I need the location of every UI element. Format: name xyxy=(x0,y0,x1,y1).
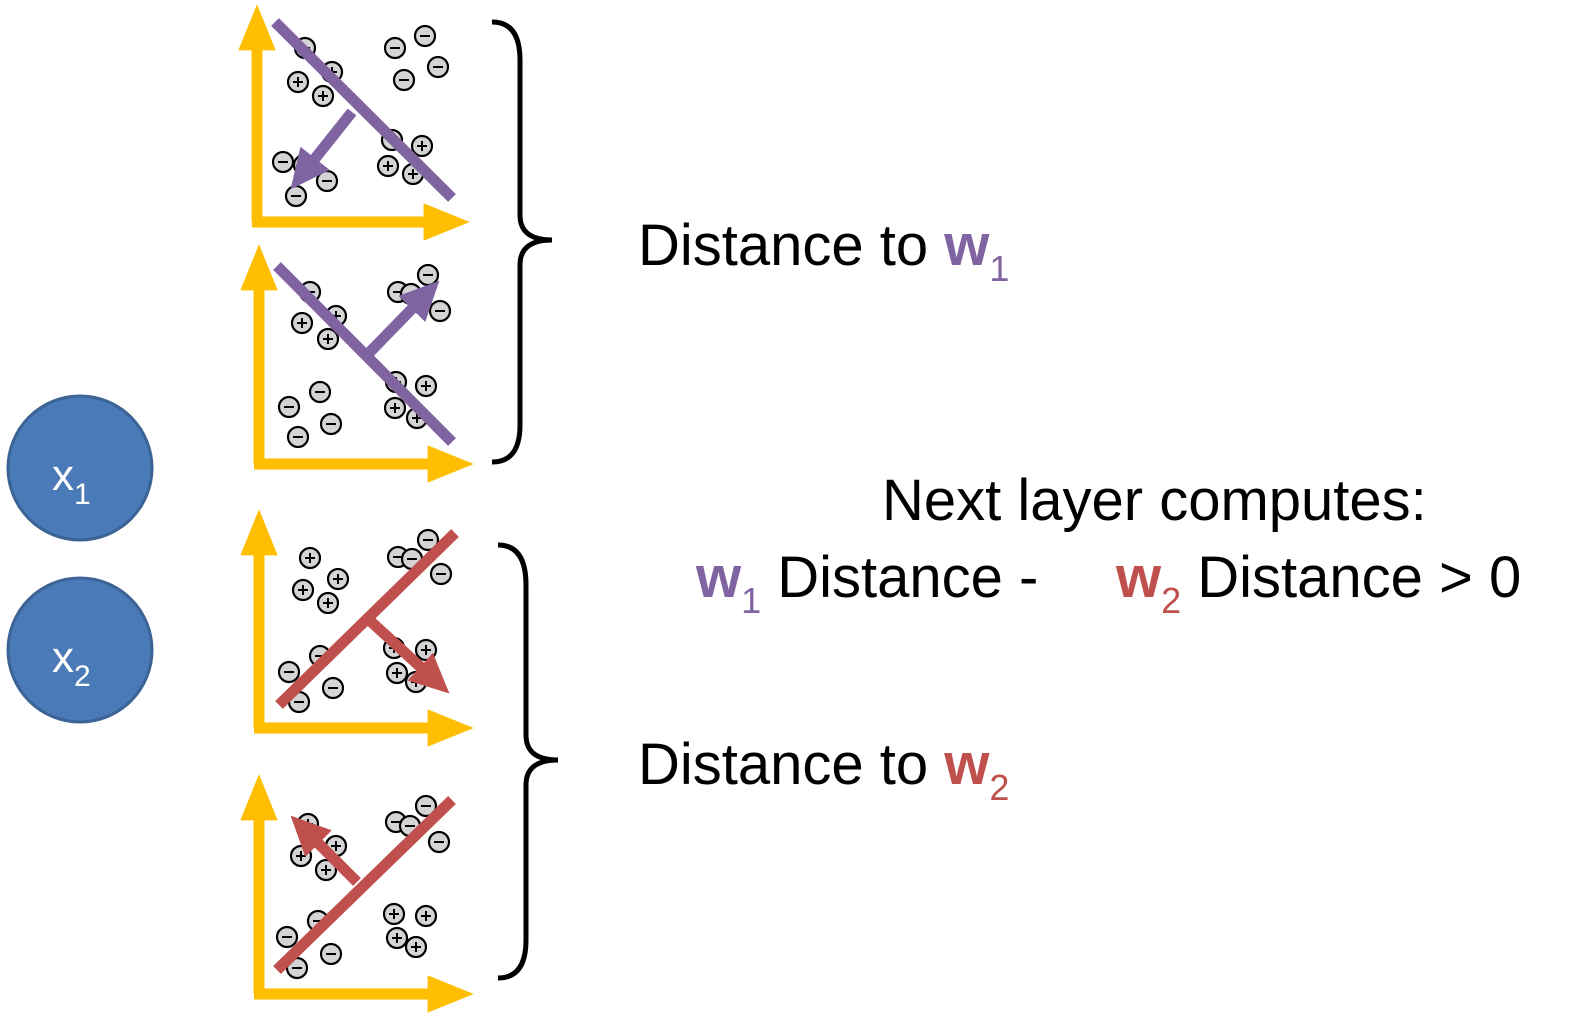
negative-point xyxy=(319,942,343,966)
positive-point xyxy=(316,591,340,615)
formula-end: Distance > 0 xyxy=(1181,545,1521,610)
distance-w1-text: Distance to xyxy=(638,213,944,278)
distance-w1-sub: 1 xyxy=(989,248,1009,289)
positive-point xyxy=(383,396,407,420)
positive-point xyxy=(298,546,322,570)
input-node-x2-sub: 2 xyxy=(74,660,91,693)
formula-w1-sub: 1 xyxy=(741,580,761,621)
plot-panel-1 xyxy=(238,4,470,241)
next-layer-heading: Next layer computes: xyxy=(882,468,1427,533)
negative-point xyxy=(416,263,440,287)
negative-point xyxy=(392,68,416,92)
positive-point xyxy=(385,661,409,685)
negative-point xyxy=(426,55,450,79)
input-node-x1-label: x1 xyxy=(52,451,91,511)
negative-point xyxy=(413,24,437,48)
input-node-x1: x1 xyxy=(6,394,154,542)
input-node-x1-sub: 1 xyxy=(74,478,91,511)
formula: w1 Distance - w2 Distance > 0 xyxy=(695,545,1521,621)
positive-point xyxy=(326,567,350,591)
decision-boundary-w1 xyxy=(271,18,456,202)
brace-w2 xyxy=(497,542,559,981)
plot-panel-3 xyxy=(240,509,474,747)
weight-vector-w1 xyxy=(363,280,440,359)
positive-point xyxy=(289,844,313,868)
negative-point xyxy=(275,925,299,949)
formula-mid: Distance - xyxy=(761,545,1054,610)
formula-w1: w xyxy=(695,545,742,610)
negative-point xyxy=(428,299,452,323)
weight-vector-w1 xyxy=(290,108,357,190)
plot-panel-4 xyxy=(240,774,474,1013)
positive-point xyxy=(382,902,406,926)
input-node-x2: x2 xyxy=(6,576,154,724)
negative-point xyxy=(308,380,332,404)
positive-point xyxy=(291,578,315,602)
distance-w2-text: Distance to xyxy=(638,732,944,797)
positive-point xyxy=(385,926,409,950)
negative-point xyxy=(429,562,453,586)
positive-point xyxy=(414,374,438,398)
positive-point xyxy=(376,154,400,178)
negative-point xyxy=(284,184,308,208)
positive-point xyxy=(296,812,320,836)
plot-panel-2 xyxy=(240,244,474,483)
input-node-x2-circle xyxy=(6,576,154,724)
negative-point xyxy=(321,676,345,700)
input-node-x1-circle xyxy=(6,394,154,542)
distance-w2-label: Distance to w2 xyxy=(638,732,1009,808)
decision-boundary-w1 xyxy=(273,262,456,446)
positive-point xyxy=(314,858,338,882)
negative-point xyxy=(277,395,301,419)
positive-point xyxy=(414,638,438,662)
input-node-x2-label: x2 xyxy=(52,633,91,693)
formula-w2-sub: 2 xyxy=(1161,580,1181,621)
distance-w1-weight: w xyxy=(943,213,990,278)
positive-point xyxy=(290,311,314,335)
positive-point xyxy=(414,904,438,928)
negative-point xyxy=(383,36,407,60)
negative-point xyxy=(286,425,310,449)
negative-point xyxy=(271,150,295,174)
decision-boundary-w2 xyxy=(273,796,456,974)
positive-point xyxy=(286,70,310,94)
negative-point xyxy=(399,282,423,306)
input-node-x1-letter: x xyxy=(52,451,74,500)
positive-point xyxy=(404,670,428,694)
distance-w1-label: Distance to w1 xyxy=(638,213,1009,289)
distance-w2-weight: w xyxy=(943,732,990,797)
negative-point xyxy=(277,660,301,684)
input-node-x2-letter: x xyxy=(52,633,74,682)
positive-point xyxy=(404,935,428,959)
negative-point xyxy=(315,169,339,193)
distance-w2-sub: 2 xyxy=(989,767,1009,808)
weight-vector-w2 xyxy=(290,815,361,886)
positive-point xyxy=(410,134,434,158)
negative-point xyxy=(414,794,438,818)
negative-point xyxy=(427,830,451,854)
positive-point xyxy=(316,327,340,351)
negative-point xyxy=(416,528,440,552)
negative-point xyxy=(319,412,343,436)
plot-panels xyxy=(238,4,474,1013)
formula-w2: w xyxy=(1115,545,1162,610)
weight-vector-w2 xyxy=(363,613,450,694)
positive-point xyxy=(311,84,335,108)
brace-w1 xyxy=(491,19,553,465)
